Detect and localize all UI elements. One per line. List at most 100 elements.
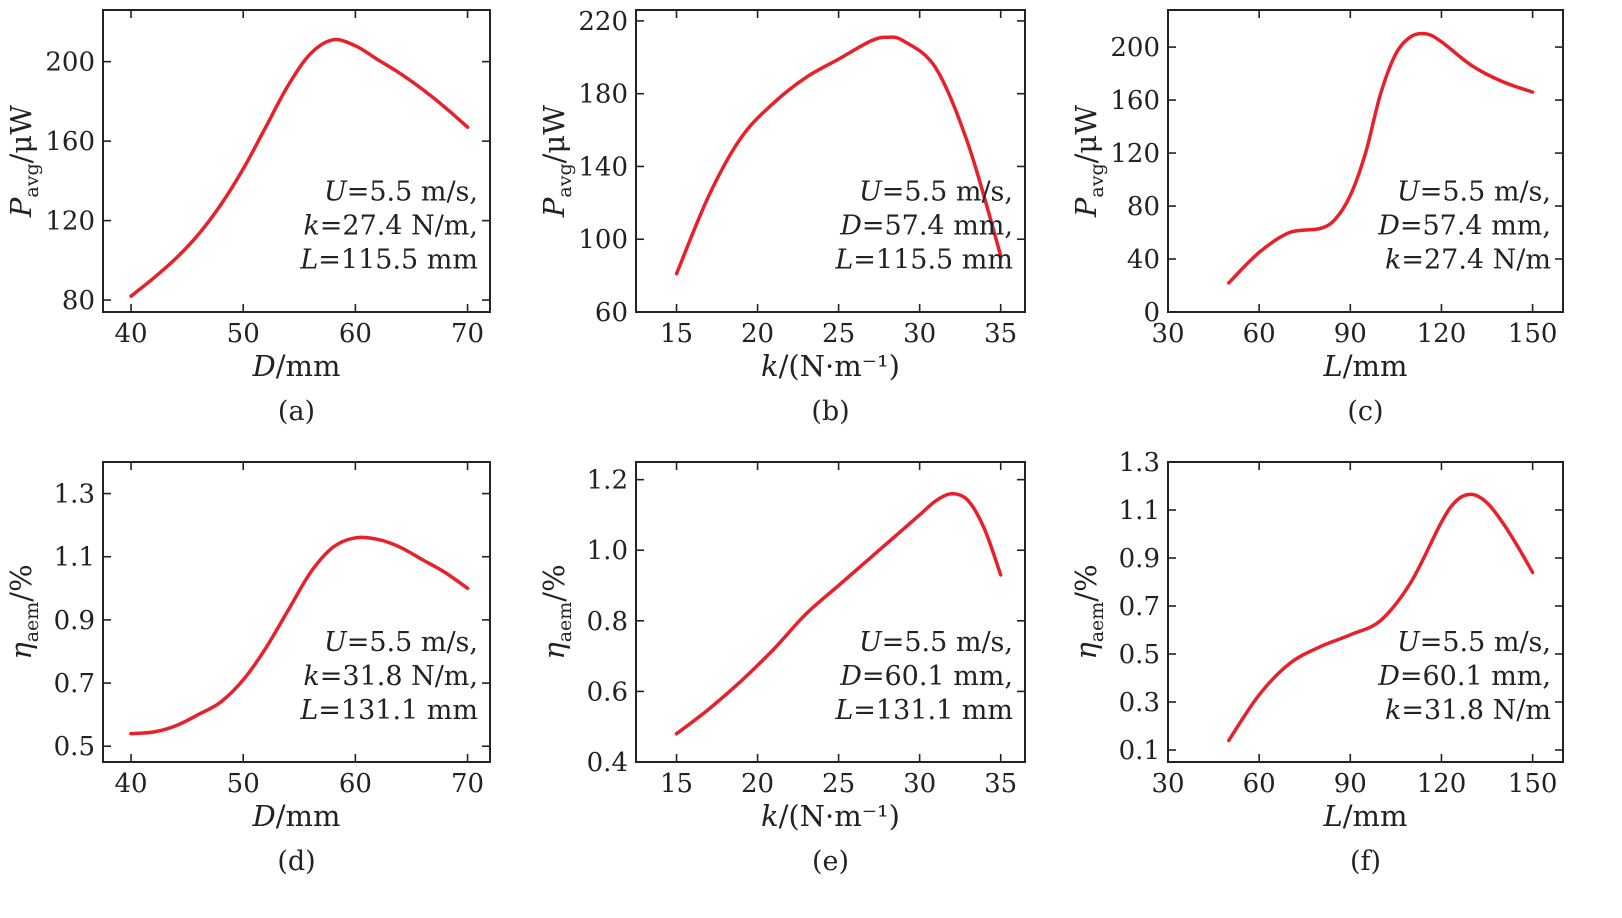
y-axis-label: Pavg/μW (1069, 105, 1108, 218)
y-tick-label: 120 (1110, 139, 1160, 169)
y-tick-label: 120 (45, 207, 95, 237)
annotation-line: U=5.5 m/s, (859, 627, 1013, 658)
panel-caption: (b) (811, 396, 849, 427)
annotation-line: D=60.1 mm, (1377, 661, 1551, 692)
y-tick-label: 0.9 (1119, 544, 1160, 574)
y-tick-label: 0.7 (54, 669, 95, 699)
x-tick-label: 90 (1334, 319, 1367, 349)
y-tick-label: 0.5 (54, 732, 95, 762)
x-tick-label: 15 (660, 769, 693, 799)
x-tick-label: 40 (114, 769, 147, 799)
y-axis-label: ηaem/% (1069, 564, 1108, 659)
x-tick-label: 35 (984, 319, 1017, 349)
y-tick-label: 60 (595, 298, 628, 328)
x-axis-label: D/mm (251, 799, 340, 833)
x-tick-label: 60 (1243, 769, 1276, 799)
x-tick-label: 35 (984, 769, 1017, 799)
annotation-line: k=31.8 N/m, (303, 661, 478, 692)
annotation-line: U=5.5 m/s, (324, 176, 478, 207)
y-tick-label: 140 (578, 152, 628, 182)
annotation-line: L=131.1 mm (834, 695, 1013, 726)
y-tick-label: 1.2 (587, 466, 628, 496)
y-tick-label: 100 (578, 225, 628, 255)
y-tick-label: 80 (1127, 192, 1160, 222)
x-tick-label: 40 (114, 319, 147, 349)
plot-frame (635, 9, 1026, 313)
y-tick-label: 220 (578, 7, 628, 37)
y-tick-label: 180 (578, 80, 628, 110)
plot-frame (102, 461, 491, 763)
y-tick-label: 200 (45, 48, 95, 78)
x-tick-label: 30 (1151, 319, 1184, 349)
y-tick-label: 0.4 (587, 748, 628, 778)
x-tick-label: 60 (339, 319, 372, 349)
y-tick-label: 0.1 (1119, 736, 1160, 766)
annotation-line: k=27.4 N/m (1385, 244, 1551, 275)
x-tick-label: 20 (741, 319, 774, 349)
y-tick-label: 0.6 (587, 677, 628, 707)
y-tick-label: 0.8 (587, 607, 628, 637)
chart-panel-f: 30 60 90 120 150 0.1 0.3 0.5 0.7 0.9 1.1 1.3 U=5.5 m… (1069, 448, 1564, 877)
annotation-line: D=57.4 mm, (1377, 210, 1551, 241)
x-tick-label: 120 (1417, 319, 1467, 349)
x-tick-label: 30 (1151, 769, 1184, 799)
x-tick-label: 90 (1334, 769, 1367, 799)
x-tick-label: 20 (741, 769, 774, 799)
plot-frame (1167, 9, 1564, 313)
x-tick-label: 150 (1508, 769, 1558, 799)
x-tick-label: 50 (227, 319, 260, 349)
annotation-line: L=115.5 mm (299, 244, 478, 275)
panel-caption: (c) (1347, 396, 1383, 427)
y-axis-label: Pavg/μW (4, 105, 43, 218)
y-tick-label: 0.7 (1119, 592, 1160, 622)
y-tick-label: 1.3 (54, 480, 95, 510)
x-tick-label: 25 (822, 769, 855, 799)
annotation-line: k=31.8 N/m (1385, 695, 1551, 726)
panel-caption: (a) (278, 396, 315, 427)
y-tick-label: 1.3 (1119, 448, 1160, 478)
series-line (1227, 492, 1535, 743)
x-tick-label: 70 (451, 319, 484, 349)
x-axis-label: k/(N·m⁻¹) (761, 799, 900, 833)
series-line (1227, 31, 1535, 285)
y-tick-label: 80 (62, 286, 95, 316)
series-line (129, 535, 470, 736)
x-tick-label: 60 (339, 769, 372, 799)
x-tick-label: 30 (903, 769, 936, 799)
y-tick-label: 160 (45, 127, 95, 157)
y-tick-label: 1.0 (587, 536, 628, 566)
chart-panel-a: 40 50 60 70 80 120 160 200 U=5.5 m/s,k=27.4 N/m,… (4, 9, 491, 427)
y-axis-label: Pavg/μW (537, 105, 576, 218)
panel-caption: (d) (277, 846, 315, 877)
x-tick-label: 25 (822, 319, 855, 349)
plot-frame (1167, 461, 1564, 763)
plot-frame (102, 9, 491, 313)
series-line (129, 37, 470, 298)
y-axis-label: ηaem/% (537, 564, 576, 659)
y-tick-label: 1.1 (1119, 496, 1160, 526)
annotation-line: L=115.5 mm (834, 244, 1013, 275)
panel-caption: (e) (812, 846, 849, 877)
x-axis-label: L/mm (1322, 349, 1407, 383)
x-tick-label: 70 (451, 769, 484, 799)
chart-panel-c: 30 60 90 120 150 0 40 80 120 160 200 U=5.5 m/s,D=57… (1069, 9, 1564, 427)
annotation-line: D=60.1 mm, (839, 661, 1013, 692)
x-tick-label: 15 (660, 319, 693, 349)
panel-caption: (f) (1350, 846, 1381, 877)
series-line (674, 492, 1003, 736)
x-axis-label: D/mm (251, 349, 340, 383)
x-tick-label: 60 (1243, 319, 1276, 349)
annotation-line: U=5.5 m/s, (859, 176, 1013, 207)
y-tick-label: 1.1 (54, 543, 95, 573)
y-axis-label: ηaem/% (4, 564, 43, 659)
x-tick-label: 30 (903, 319, 936, 349)
chart-panel-b: 15 20 25 30 35 60 100 140 180 220 U=5.5 m/s,D=57.4… (537, 7, 1026, 427)
annotation-line: U=5.5 m/s, (1397, 176, 1551, 207)
y-tick-label: 200 (1110, 33, 1160, 63)
y-tick-label: 40 (1127, 245, 1160, 275)
y-tick-label: 0.3 (1119, 688, 1160, 718)
annotation-line: D=57.4 mm, (839, 210, 1013, 241)
y-tick-label: 160 (1110, 86, 1160, 116)
chart-panel-d: 40 50 60 70 0.5 0.7 0.9 1.1 1.3 U=5.5 m/s,k=31.8 … (4, 461, 491, 877)
